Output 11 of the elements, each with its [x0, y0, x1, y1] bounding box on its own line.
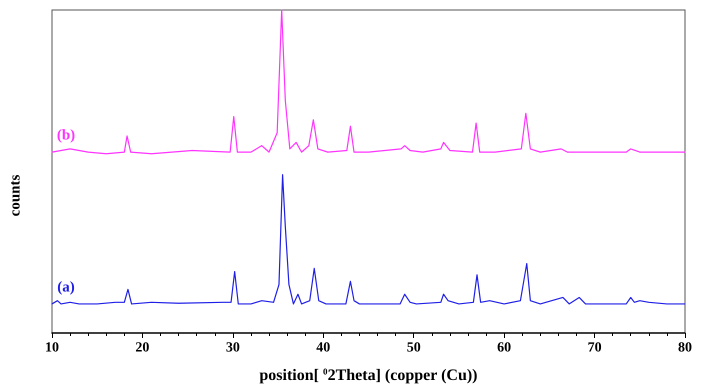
x-tick-label: 70 [588, 340, 602, 356]
x-tick-label: 40 [316, 340, 330, 356]
x-tick-label: 30 [226, 340, 240, 356]
x-tick-label: 10 [45, 340, 59, 356]
series-label: (a) [57, 279, 75, 296]
series-label: (b) [56, 128, 76, 144]
x-tick-label: 50 [406, 340, 421, 356]
x-tick-label: 20 [135, 340, 150, 356]
y-axis-title: counts [8, 174, 24, 216]
x-tick-label: 60 [497, 340, 512, 356]
x-tick-label: 80 [678, 340, 692, 356]
